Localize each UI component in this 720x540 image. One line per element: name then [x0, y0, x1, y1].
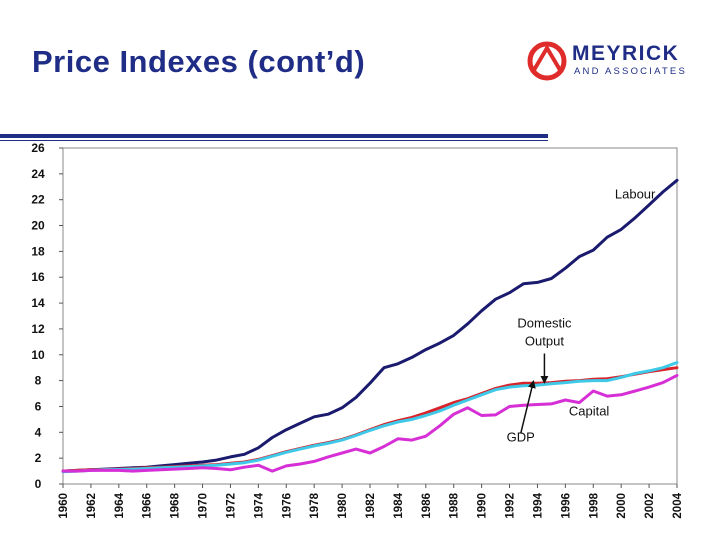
plot-area: [62, 147, 678, 485]
x-tick-label: 1992: [505, 493, 517, 519]
annotation-label: Output: [525, 334, 564, 349]
slide-title: Price Indexes (cont’d): [32, 44, 366, 79]
x-tick-label: 2002: [644, 493, 656, 519]
x-tick-label: 1978: [309, 492, 321, 518]
x-tick-label: 1986: [421, 493, 433, 519]
x-tick-label: 2000: [616, 493, 628, 519]
logo-subtitle: AND ASSOCIATES: [574, 66, 687, 77]
series-line-3: [61, 373, 679, 473]
x-tick-label: 1972: [225, 493, 237, 519]
x-tick-label: 1980: [337, 493, 349, 519]
x-tick-label: 1974: [253, 492, 265, 518]
logo-name: MEYRICK: [572, 42, 680, 65]
y-tick-label: 6: [35, 399, 42, 413]
x-tick-label: 1988: [449, 492, 461, 518]
x-tick-label: 1984: [393, 492, 405, 518]
y-tick-label: 10: [31, 348, 45, 362]
y-tick-label: 24: [31, 167, 45, 181]
y-tick-label: 4: [35, 425, 42, 439]
x-tick-label: 1982: [365, 493, 377, 519]
series-line-0: [61, 178, 679, 473]
x-tick-label: 1990: [477, 493, 489, 519]
annotation-label: Labour: [615, 186, 656, 201]
title-rule-thin: [0, 140, 548, 141]
y-tick-label: 8: [35, 374, 42, 388]
gdp-arrow: [519, 379, 536, 434]
x-tick-label: 1976: [281, 493, 293, 519]
y-tick-label: 14: [31, 296, 45, 310]
x-tick-label: 1994: [532, 492, 544, 518]
x-tick-label: 1996: [560, 493, 572, 519]
y-tick-label: 18: [31, 244, 45, 258]
x-tick-label: 1962: [86, 493, 98, 519]
x-tick-label: 1964: [114, 492, 126, 518]
y-tick-label: 26: [31, 141, 45, 155]
x-tick-label: 1960: [58, 493, 70, 519]
annotation-label: GDP: [507, 429, 535, 444]
series-line-2: [61, 361, 679, 474]
y-tick-label: 2: [35, 451, 42, 465]
x-tick-label: 1998: [588, 492, 600, 518]
company-logo: MEYRICK AND ASSOCIATES: [526, 40, 706, 84]
x-tick-label: 1968: [170, 492, 182, 518]
y-tick-label: 12: [31, 322, 45, 336]
title-rule-thick: [0, 134, 548, 138]
annotation-label: Capital: [569, 404, 610, 419]
x-tick-label: 2004: [672, 492, 684, 518]
y-tick-label: 20: [31, 219, 45, 233]
x-tick-label: 1970: [198, 493, 210, 519]
y-tick-label: 16: [31, 270, 45, 284]
y-tick-label: 22: [31, 193, 45, 207]
logo-mark-icon: [527, 41, 567, 81]
y-tick-label: 0: [35, 477, 42, 491]
annotation-label: Domestic: [517, 316, 572, 331]
x-tick-label: 1966: [142, 493, 154, 519]
